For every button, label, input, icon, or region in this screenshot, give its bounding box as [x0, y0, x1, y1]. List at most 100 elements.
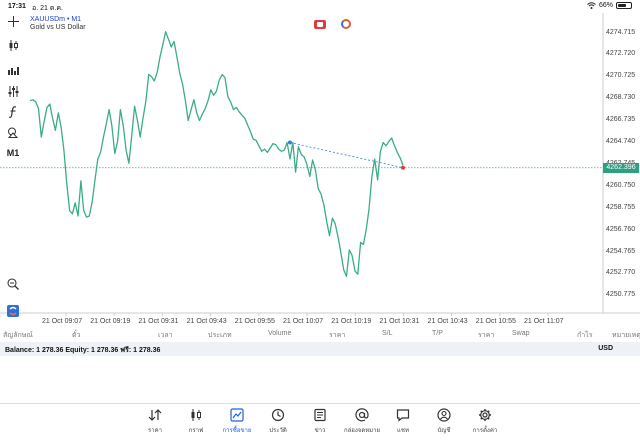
indicators-tool[interactable]	[4, 104, 22, 120]
nav-item-news[interactable]: ข่าว	[301, 407, 339, 435]
nav-item-label: การซื้อขาย	[222, 428, 252, 434]
crosshair-tool[interactable]	[4, 13, 22, 29]
chart-area[interactable]: XAUUSDm • M1 Gold vs US Dollar 4274.715 4…	[0, 13, 640, 328]
price-tick-label: 4252.770	[606, 269, 636, 277]
time-tick-label: 21 Oct 10:55	[475, 318, 516, 325]
zoom-tool[interactable]	[4, 276, 22, 292]
price-tick-label: 4254.765	[606, 247, 636, 255]
time-tick-label: 21 Oct 11:07	[524, 318, 564, 325]
price-series-line	[29, 31, 404, 278]
nav-item-account-user[interactable]: บัญชี	[425, 407, 463, 435]
balance-currency: USD	[598, 345, 613, 352]
nav-item-label: กราฟ	[188, 428, 204, 434]
nav-item-label: การตั้งค่า	[472, 428, 498, 434]
time-tick-label: 21 Oct 10:07	[283, 318, 324, 325]
candlestick-icon	[9, 39, 18, 51]
timeframe-button[interactable]: M1	[6, 148, 20, 158]
bottom-nav: ราคา กราฟ การซื้อขาย ประวัติ ข่าว กล่องจดหมาย…	[0, 404, 640, 447]
current-price-tag: 4262.396	[603, 162, 639, 173]
price-tick-label: 4266.735	[606, 116, 636, 124]
nav-item-chat-bubble[interactable]: แชท	[384, 407, 422, 435]
crosshair-icon	[7, 15, 19, 27]
price-tick-label: 4256.760	[606, 225, 636, 233]
price-tick-label: 4274.715	[606, 28, 636, 36]
price-tick-label: 4264.740	[606, 138, 636, 146]
time-tick-label: 21 Oct 09:43	[186, 318, 227, 325]
nav-divider	[0, 403, 640, 404]
nav-item-label: แชท	[397, 428, 409, 434]
status-bar: 17:31 อ. 21 ต.ค. 66%	[0, 0, 640, 13]
nav-item-trade-chart[interactable]: การซื้อขาย	[218, 407, 256, 435]
nav-item-settings-gear[interactable]: การตั้งค่า	[466, 407, 504, 435]
time-tick-label: 21 Oct 09:55	[234, 318, 275, 325]
trendline-end-point	[401, 165, 405, 170]
objects-tool[interactable]	[4, 124, 22, 140]
nav-item-label: กล่องจดหมาย	[343, 428, 381, 434]
trendline	[289, 142, 404, 169]
function-icon	[8, 106, 16, 118]
column-header[interactable]: กำไร	[577, 332, 593, 339]
shapes-icon	[7, 127, 19, 138]
nav-item-mailbox-at[interactable]: กล่องจดหมาย	[343, 407, 381, 435]
column-header[interactable]: T/P	[432, 330, 443, 337]
time-tick-label: 21 Oct 09:31	[138, 318, 179, 325]
balance-row: Balance: 1 278.36 Equity: 1 278.36 ฟรี: …	[0, 342, 640, 356]
column-header[interactable]: ประเภท	[208, 332, 232, 339]
time-tick-label: 21 Oct 10:19	[331, 318, 372, 325]
column-header[interactable]: สัญลักษณ์	[3, 332, 33, 339]
time-tick-label: 21 Oct 09:19	[90, 318, 131, 325]
quotes-arrows-icon	[148, 409, 162, 421]
broker-logo-button[interactable]	[4, 303, 22, 319]
column-header[interactable]: Swap	[512, 330, 530, 337]
chart-description: Gold vs US Dollar	[30, 24, 86, 31]
mailbox-at-icon	[355, 408, 369, 422]
price-tick-label: 4272.720	[606, 50, 636, 58]
price-tick-label: 4250.775	[606, 291, 636, 299]
battery-icon	[616, 2, 632, 9]
chart-symbol[interactable]: XAUUSDm • M1	[30, 16, 82, 23]
wifi-icon	[587, 2, 596, 9]
column-header[interactable]: Volume	[268, 330, 292, 337]
column-header[interactable]: S/L	[382, 330, 393, 337]
trendline-start-point	[287, 140, 292, 145]
battery-percent: 66%	[598, 2, 613, 9]
column-header[interactable]: ราคา	[329, 332, 346, 339]
nav-item-label: ประวัติ	[269, 428, 287, 434]
column-header[interactable]: ราคา	[478, 332, 495, 339]
volume-bars-icon	[7, 66, 19, 75]
indicator-toggle-icon[interactable]	[341, 19, 351, 29]
time-tick-label: 21 Oct 10:43	[427, 318, 468, 325]
nav-item-quotes-arrows[interactable]: ราคา	[136, 407, 174, 435]
column-header[interactable]: ตั๋ว	[72, 332, 81, 339]
broker-logo-icon	[7, 305, 19, 317]
account-user-icon	[437, 408, 451, 422]
news-icon	[314, 408, 326, 422]
one-click-trading-icon[interactable]	[314, 20, 326, 29]
chart-type-tool[interactable]	[4, 37, 22, 53]
sliders-icon	[8, 85, 18, 97]
price-chart[interactable]	[0, 13, 640, 328]
trade-chart-icon	[230, 408, 244, 422]
chat-bubble-icon	[396, 409, 410, 422]
history-clock-icon	[271, 408, 285, 422]
candlestick-icon	[191, 409, 201, 421]
nav-item-candlestick[interactable]: กราฟ	[177, 407, 215, 435]
column-header[interactable]: หมายเหตุ	[612, 332, 640, 339]
parameters-tool[interactable]	[4, 83, 22, 99]
nav-item-label: ราคา	[148, 428, 162, 434]
chart-toolbar: M1	[0, 13, 26, 328]
price-tick-label: 4270.725	[606, 72, 636, 80]
nav-item-history-clock[interactable]: ประวัติ	[259, 407, 297, 435]
volume-tool[interactable]	[4, 61, 22, 77]
settings-gear-icon	[479, 409, 491, 421]
balance-text: Balance: 1 278.36 Equity: 1 278.36 ฟรี: …	[5, 347, 161, 354]
price-tick-label: 4260.750	[606, 181, 636, 189]
status-right: 66%	[587, 2, 632, 9]
status-date: อ. 21 ต.ค.	[32, 5, 63, 12]
price-tick-label: 4268.730	[606, 94, 636, 102]
column-header[interactable]: เวลา	[158, 332, 173, 339]
status-time: 17:31	[8, 3, 26, 10]
zoom-icon	[7, 278, 19, 290]
nav-item-label: บัญชี	[437, 428, 451, 434]
positions-header: สัญลักษณ์ ตั๋ว เวลา ประเภท Volume ราคา S/L T/P ร…	[0, 328, 640, 341]
